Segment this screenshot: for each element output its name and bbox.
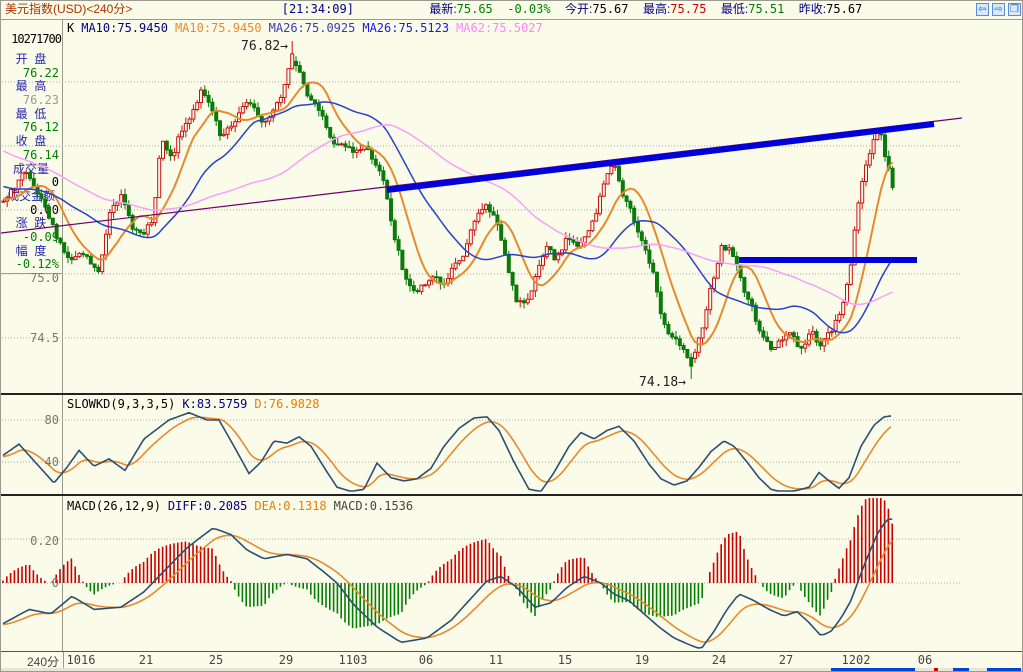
x-axis-tick: 25 (208, 653, 224, 667)
indicator-label: MA62:75.5027 (456, 21, 543, 35)
x-axis-tick: 24 (711, 653, 727, 667)
sidebar-row-value: -0.09 (22, 229, 59, 244)
title-nav-icons: ⇦ ⇨ ❐ (976, 3, 1021, 16)
quote-field-label: 最低: (720, 2, 749, 16)
indicator-label: MA10:75.9450 (174, 21, 262, 35)
quote-field-value: 75.65 (456, 2, 508, 16)
indicator-label: DIFF:0.2085 (167, 499, 248, 513)
indicator-label: MA26:75.5123 (362, 21, 450, 35)
indicator-label: MACD(26,12,9) (67, 499, 161, 513)
symbol-title: 美元指数(USD)<240分> (5, 2, 133, 16)
indicator-label: MACD:0.1536 (333, 499, 414, 513)
sidebar-row-label: 最 高 (15, 79, 47, 94)
x-axis-tick: 27 (778, 653, 794, 667)
y-axis-label: 75.0 (30, 271, 59, 285)
panel-separator (1, 494, 1022, 496)
y-axis-label: 0.20 (30, 534, 59, 548)
taskbar-segment (831, 668, 915, 671)
quote-field-value: -0.03% (507, 2, 566, 16)
price-extreme-annotation: 74.18→ (639, 375, 686, 390)
y-axis-label: 0 (51, 576, 59, 590)
slowkd-indicator-panel[interactable] (1, 395, 962, 493)
quote-field-value: 75.67 (826, 2, 877, 16)
x-axis-tick: 1103 (338, 653, 368, 667)
slowkd-labels-row: SLOWKD(9,3,3,5) K:83.5759 D:76.9828 (67, 397, 326, 411)
x-axis-tick: 15 (557, 653, 573, 667)
indicator-label: SLOWKD(9,3,3,5) (67, 397, 176, 411)
indicator-label: D:76.9828 (254, 397, 320, 411)
x-axis-tick: 21 (138, 653, 154, 667)
price-extreme-annotation: 76.82→ (241, 39, 288, 54)
next-arrow-icon[interactable]: ⇨ (992, 3, 1005, 16)
main-candlestick-panel[interactable]: 76.82→ 74.18→ (1, 19, 963, 393)
sidebar-row-value: 0 (51, 175, 59, 190)
sidebar-row-label: 开 盘 (15, 52, 47, 66)
quote-time: [21:34:09] (281, 2, 354, 16)
sidebar-row-label: 涨 跌 (15, 216, 47, 231)
y-axis-label: 80 (44, 413, 59, 427)
x-axis-tick: 11 (488, 653, 504, 667)
quote-field-label: 昨收: (798, 2, 827, 16)
indicator-label: DEA:0.1318 (254, 499, 327, 513)
quote-field-label: 最高: (642, 2, 671, 16)
period-label: 240分 (26, 655, 59, 669)
sidebar-row-value: 76.22 (22, 65, 59, 80)
axis-divider (63, 652, 64, 669)
sidebar-row-value: -0.12% (15, 257, 59, 272)
indicator-label: MA26:75.0925 (268, 21, 356, 35)
quote-field-value: 75.51 (748, 2, 799, 16)
x-axis-tick: 29 (278, 653, 294, 667)
sidebar-row-label: 最 低 (15, 106, 47, 121)
x-axis-tick: 1202 (841, 653, 871, 667)
cascade-windows-icon[interactable]: ❐ (1008, 3, 1021, 16)
indicator-label: K (67, 21, 75, 35)
quote-field-value: 75.67 (592, 2, 643, 16)
quote-field-label: 最新: (429, 2, 457, 16)
x-axis-tick: 06 (418, 653, 434, 667)
sidebar-row-label: 幅 度 (15, 243, 47, 258)
sidebar-row-label: 收 盘 (15, 134, 47, 149)
indicator-label: MA10:75.9450 (81, 21, 168, 35)
x-axis-tick: 06 (917, 653, 933, 667)
x-axis-tick: 1016 (66, 653, 96, 667)
bar-datetime-code: 10271700 (11, 32, 62, 46)
sidebar-row-value: 76.23 (22, 93, 59, 108)
quote-fields: 最新:75.65 -0.03% 今开:75.67 最高:75.75 最低:75.… (429, 1, 876, 18)
title-bar: 美元指数(USD)<240分> [21:34:09] 最新:75.65 -0.0… (1, 1, 1022, 20)
quote-field-label: 今开: (565, 2, 593, 16)
macd-labels-row: MACD(26,12,9) DIFF:0.2085 DEA:0.1318 MACD:0… (67, 499, 420, 513)
sidebar-row-value: 76.12 (22, 120, 59, 135)
sidebar-row-value: 76.14 (22, 147, 59, 162)
taskbar-segment (934, 668, 938, 671)
indicator-label: K:83.5759 (182, 397, 248, 411)
x-axis-tick: 19 (634, 653, 650, 667)
y-axis-label: 40 (44, 455, 59, 469)
macd-indicator-panel[interactable] (1, 496, 962, 651)
taskbar-segment (987, 668, 1021, 671)
prev-arrow-icon[interactable]: ⇦ (976, 3, 989, 16)
y-axis-label: 74.5 (30, 331, 59, 345)
x-axis: 240分 1016 21 25 29 1103 06 11 15 19 24 27 1202 06 (1, 651, 1022, 669)
ma-labels-row: K MA10:75.9450 MA10:75.9450 MA26:75.0925 MA2… (67, 21, 550, 35)
taskbar-strip (1, 668, 1022, 671)
sidebar-separator (1, 273, 62, 274)
taskbar-segment (953, 668, 969, 671)
quote-field-value: 75.75 (670, 2, 721, 16)
panel-separator (1, 393, 1022, 395)
